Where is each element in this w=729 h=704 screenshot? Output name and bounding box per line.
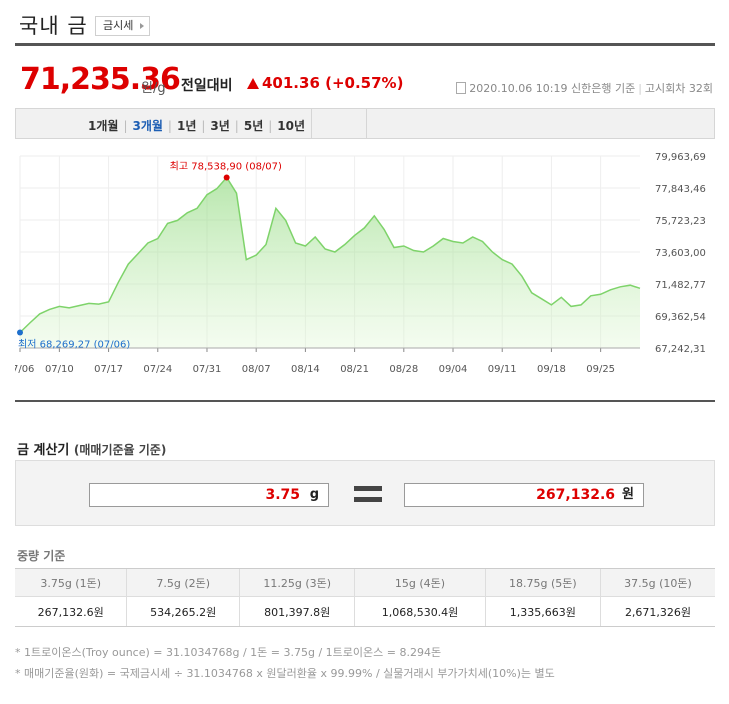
low-point-label: 최저 68,269,27 (07/06) <box>18 339 130 351</box>
x-tick-label: 09/11 <box>488 364 517 375</box>
price-meta: 2020.10.06 10:19 신한은행 기준 | 고시회차 32회 <box>456 80 713 96</box>
calculator-title-text: 금 계산기 <box>17 443 70 458</box>
y-tick-label: 67,242,31 <box>655 344 706 355</box>
weight-table-value-row: 267,132.6원 534,265.2원 801,397.8원 1,068,5… <box>15 596 715 627</box>
tab-5-years[interactable]: 5년 <box>243 119 264 133</box>
tab-10-years[interactable]: 10년 <box>277 119 306 133</box>
x-tick-label: 08/14 <box>291 364 320 375</box>
y-tick-label: 75,723,23 <box>655 216 706 227</box>
x-tick-label: 08/28 <box>389 364 418 375</box>
weight-unit: g <box>309 487 319 502</box>
price-area <box>20 177 640 348</box>
x-tick-label: 09/18 <box>537 364 566 375</box>
price-chart-svg: 79,963,69 77,843,46 75,723,23 73,603,00 71,4… <box>6 152 706 375</box>
footnote-troy-ounce: * 1트로이온스(Troy ounce) = 31.1034768g / 1돈 … <box>15 646 442 659</box>
weight-value-cell: 1,335,663원 <box>484 596 601 627</box>
gold-price-link-label: 금시세 <box>103 19 134 32</box>
x-tick-label: 07/17 <box>94 364 123 375</box>
price-summary: 71,235.36 원/g 전일대비 401.36 (+0.57%) 2020.… <box>15 60 715 100</box>
gold-price-link-button[interactable]: 금시세 <box>95 16 151 36</box>
y-tick-label: 73,603,00 <box>655 248 706 259</box>
price-line <box>19 176 641 334</box>
x-tick-label: 07/31 <box>193 364 222 375</box>
weight-header: 7.5g (2돈) <box>126 568 240 597</box>
price-chart[interactable]: 79,963,69 77,843,46 75,723,23 73,603,00 71,4… <box>6 148 715 378</box>
weight-header: 18.75g (5돈) <box>484 568 601 597</box>
tab-3-years[interactable]: 3년 <box>210 119 230 133</box>
x-tick-label: 09/25 <box>586 364 615 375</box>
y-tick-label: 69,362,54 <box>655 312 706 323</box>
y-tick-label: 79,963,69 <box>655 152 706 163</box>
price-unit: 원/g <box>141 81 166 96</box>
page-title: 국내 금 <box>19 14 88 38</box>
weight-value-cell: 1,068,530.4원 <box>354 596 486 627</box>
footnotes: * 1트로이온스(Troy ounce) = 31.1034768g / 1돈 … <box>15 642 555 684</box>
low-point-marker <box>17 329 23 336</box>
weight-value: 3.75 <box>265 487 300 503</box>
weight-input[interactable]: 3.75 g <box>89 483 329 507</box>
weight-value-cell: 2,671,326원 <box>599 596 715 627</box>
x-tick-label: 07/10 <box>45 364 74 375</box>
price-change: 401.36 (+0.57%) <box>247 74 403 92</box>
notice-round: 고시회차 32회 <box>644 82 713 95</box>
weight-table: 3.75g (1돈) 7.5g (2돈) 11.25g (3돈) 15g (4돈… <box>15 568 715 627</box>
x-tick-label: 08/07 <box>242 364 271 375</box>
won-input[interactable]: 267,132.6 원 <box>404 483 644 507</box>
equals-icon <box>354 486 382 503</box>
period-tabs: 1개월 | 3개월 | 1년 | 3년 | 5년 | 10년 <box>88 119 306 133</box>
x-tick-label: 07/24 <box>143 364 172 375</box>
price-source: 신한은행 기준 <box>570 82 636 95</box>
footnote-rate-formula: * 매매기준율(원화) = 국제금시세 ÷ 31.1034768 x 원달러환율… <box>15 667 555 680</box>
x-tick-label: 08/21 <box>340 364 369 375</box>
won-unit: 원 <box>622 487 634 502</box>
change-label: 전일대비 <box>181 78 233 94</box>
won-value: 267,132.6 <box>536 487 615 503</box>
weight-header: 11.25g (3돈) <box>239 568 355 597</box>
weight-table-header-row: 3.75g (1돈) 7.5g (2돈) 11.25g (3돈) 15g (4돈… <box>15 568 715 597</box>
tab-1-year[interactable]: 1년 <box>176 119 197 133</box>
weight-header: 15g (4돈) <box>354 568 486 597</box>
document-icon <box>456 82 467 94</box>
y-tick-label: 77,843,46 <box>655 184 706 195</box>
weight-value-cell: 267,132.6원 <box>15 596 127 627</box>
chart-divider <box>15 400 715 402</box>
calculator-subtitle: (매매기준율 기준) <box>73 443 167 457</box>
page-header: 국내 금 금시세 <box>15 0 715 46</box>
calculator-title: 금 계산기 (매매기준율 기준) <box>17 439 166 458</box>
weight-header: 3.75g (1돈) <box>15 568 127 597</box>
price-change-value: 401.36 (+0.57%) <box>262 74 404 92</box>
tab-3-months[interactable]: 3개월 <box>132 119 163 133</box>
x-tick-label: 07/06 <box>15 364 34 375</box>
weight-table-title: 중량 기준 <box>17 549 66 563</box>
weight-value-cell: 801,397.8원 <box>239 596 355 627</box>
chevron-right-icon <box>140 23 145 29</box>
y-tick-label: 71,482,77 <box>655 280 706 291</box>
high-point-marker <box>223 174 230 181</box>
current-price: 71,235.36 <box>20 62 181 97</box>
weight-header: 37.5g (10돈) <box>599 568 715 597</box>
tab-1-month[interactable]: 1개월 <box>88 119 119 133</box>
x-tick-label: 09/04 <box>439 364 468 375</box>
up-triangle-icon <box>247 78 259 89</box>
high-point-label: 최고 78,538,90 (08/07) <box>170 161 282 173</box>
period-tab-bar: 1개월 | 3개월 | 1년 | 3년 | 5년 | 10년 <box>15 108 715 139</box>
weight-value-cell: 534,265.2원 <box>126 596 240 627</box>
price-date: 2020.10.06 10:19 <box>469 82 568 95</box>
gold-calculator: 3.75 g 267,132.6 원 <box>15 460 715 526</box>
